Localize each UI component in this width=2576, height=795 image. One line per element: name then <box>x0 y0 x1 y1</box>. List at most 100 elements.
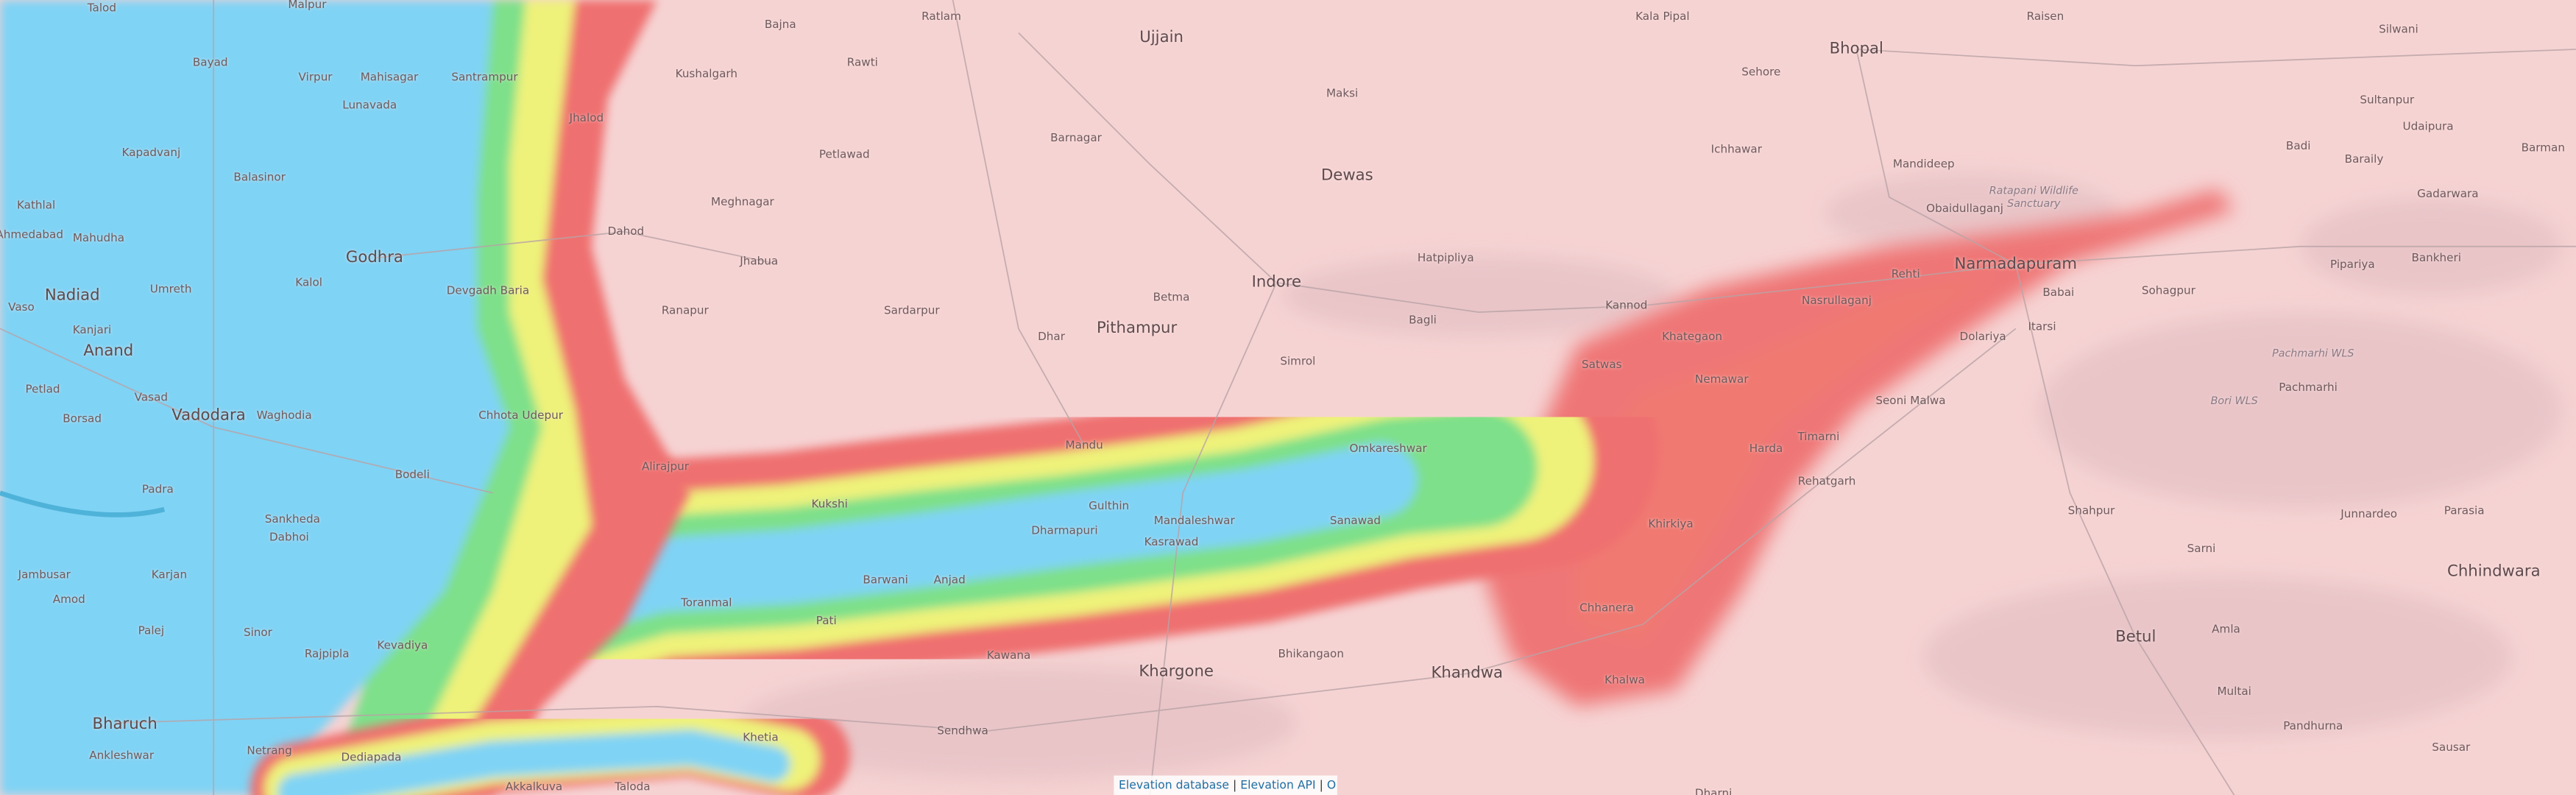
place-label: Kukshi <box>811 498 848 512</box>
place-label: Jhalod <box>569 111 604 125</box>
place-label: Anjad <box>933 573 966 587</box>
place-label: Padra <box>141 483 174 497</box>
place-label: Vadodara <box>171 406 246 425</box>
place-label: Pati <box>815 614 837 628</box>
place-label: Nasrullaganj <box>1802 294 1872 308</box>
place-label: Barman <box>2521 141 2565 155</box>
place-label: Gadarwara <box>2417 187 2479 201</box>
place-label: Khalwa <box>1604 674 1645 688</box>
place-label: Amla <box>2212 622 2240 636</box>
place-label: Malpur <box>288 0 327 12</box>
place-label: Kushalgarh <box>675 67 737 81</box>
elevation-api-link[interactable]: Elevation API <box>1240 779 1316 792</box>
place-label: Harda <box>1749 442 1783 456</box>
place-label: Bodeli <box>394 468 430 482</box>
place-label: Ratlam <box>921 10 961 24</box>
place-label: Timarni <box>1797 430 1840 444</box>
place-label: Pandhurna <box>2283 719 2343 733</box>
place-label: Bayad <box>192 55 228 69</box>
place-label: Petlawad <box>818 147 870 161</box>
place-label: Virpur <box>298 70 333 84</box>
place-label: Mahisagar <box>360 70 419 84</box>
place-label: Khetia <box>743 731 779 745</box>
place-label: Pipariya <box>2330 258 2375 272</box>
place-label: Seoni Malwa <box>1875 394 1946 408</box>
place-label: Kawana <box>986 649 1031 662</box>
place-label: Badi <box>2285 139 2311 153</box>
place-label: Sausar <box>2432 741 2471 755</box>
place-label: Betul <box>2115 628 2156 647</box>
place-label: Indore <box>1251 273 1302 292</box>
place-label: Vasad <box>134 391 169 405</box>
place-label: Mandideep <box>1892 158 1955 172</box>
place-label: Sohagpur <box>2141 284 2195 298</box>
separator: | <box>1233 779 1237 792</box>
place-label: Talod <box>87 1 116 15</box>
place-label: Amod <box>52 593 85 607</box>
place-label: Dewas <box>1320 166 1373 186</box>
park-label: Bori WLS <box>2210 394 2258 408</box>
place-label: Kalol <box>295 275 322 289</box>
place-label: Pachmarhi <box>2279 381 2338 395</box>
place-label: Hatpipliya <box>1417 251 1474 265</box>
place-label: Ichhawar <box>1710 143 1762 157</box>
place-label: Nadiad <box>44 286 100 305</box>
place-label: Netrang <box>247 744 292 757</box>
river <box>0 490 166 517</box>
place-label: Meghnagar <box>711 195 774 209</box>
place-label: Junnardeo <box>2340 507 2398 521</box>
place-label: Bagli <box>1409 314 1437 328</box>
place-label: Betma <box>1153 291 1190 304</box>
place-label: Bhopal <box>1829 40 1883 59</box>
place-label: Baraily <box>2344 152 2384 166</box>
place-label: Pithampur <box>1096 319 1178 338</box>
place-label: Rawti <box>846 55 878 69</box>
place-label: Udaipura <box>2402 119 2454 133</box>
place-label: Bajna <box>764 18 796 32</box>
place-label: Gulthin <box>1089 499 1130 513</box>
place-label: Babai <box>2042 286 2075 300</box>
place-label: Khategaon <box>1662 330 1723 344</box>
place-label: Waghodia <box>256 409 312 423</box>
place-label: Kevadiya <box>377 639 428 653</box>
narmada-valley <box>378 336 1660 740</box>
place-label: Dolariya <box>1959 330 2006 344</box>
place-label: Taloda <box>615 780 651 794</box>
place-label: Sehore <box>1741 66 1781 80</box>
place-label: Kanjari <box>72 323 112 337</box>
western-plains <box>0 0 690 795</box>
place-label: Anand <box>83 342 134 361</box>
place-label: Santrampur <box>451 70 518 84</box>
place-label: Itarsi <box>2028 320 2056 334</box>
place-label: Dediapada <box>341 751 402 764</box>
hillshade <box>739 172 2563 781</box>
place-label: Petlad <box>25 383 60 396</box>
place-label: Ahmedabad <box>0 228 63 242</box>
place-label: Devgadh Baria <box>446 284 530 298</box>
place-label: Ujjain <box>1139 29 1183 47</box>
place-label: Obaidullaganj <box>1926 202 2004 216</box>
place-label: Ankleshwar <box>89 749 155 763</box>
eastern-escarpment <box>1478 188 2234 707</box>
place-label: Godhra <box>345 249 403 267</box>
place-label: Mahudha <box>72 231 125 245</box>
tapi-valley <box>250 685 851 795</box>
place-label: Palej <box>138 624 165 638</box>
place-label: Sendhwa <box>937 724 988 738</box>
place-label: Khandwa <box>1431 664 1504 683</box>
place-label: Chhindwara <box>2447 562 2541 582</box>
place-label: Sanawad <box>1329 514 1381 528</box>
place-label: Toranmal <box>681 596 732 610</box>
place-label: Dharni <box>1694 787 1733 795</box>
place-label: Kasrawad <box>1144 535 1199 549</box>
place-label: Ranapur <box>661 303 709 317</box>
place-label: Jhabua <box>740 254 779 268</box>
place-label: Barnagar <box>1050 131 1102 145</box>
place-label: Nemawar <box>1694 372 1749 386</box>
elevation-database-link[interactable]: Elevation database <box>1119 779 1230 792</box>
place-label: Mandu <box>1065 438 1103 452</box>
more-attribution-link[interactable]: O <box>1326 779 1337 792</box>
place-label: Chhanera <box>1579 601 1634 615</box>
